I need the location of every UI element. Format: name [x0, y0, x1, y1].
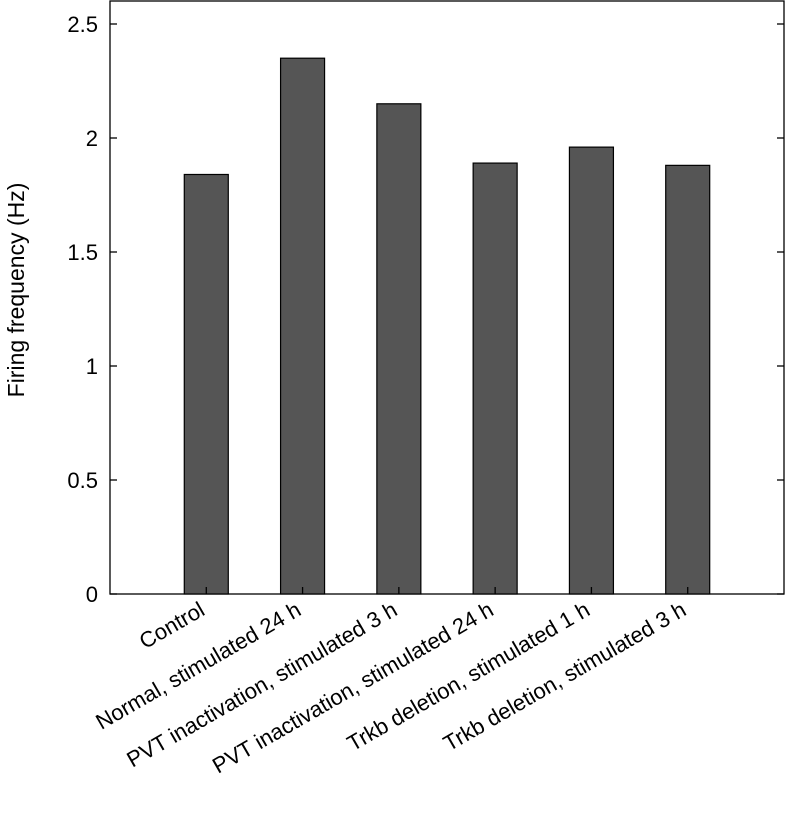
y-tick-label: 0 [86, 582, 98, 607]
plot-area-border [109, 0, 785, 595]
bar [665, 164, 711, 595]
bar [376, 103, 422, 595]
y-axis-ticks: 0 0.5 1 1.5 2 2.5 [67, 12, 784, 607]
bar [183, 173, 229, 595]
y-tick-label: 2 [86, 126, 98, 151]
y-axis-title: Firing frequency (Hz) [3, 183, 29, 398]
bars-group [183, 57, 711, 595]
y-tick-label: 2.5 [67, 12, 98, 37]
plot-frame [109, 0, 785, 595]
y-tick-label: 1 [86, 354, 98, 379]
bar [279, 57, 326, 595]
bar [568, 146, 615, 595]
x-tick-label: Control [135, 597, 209, 654]
y-tick-label: 1.5 [67, 240, 98, 265]
bar [472, 162, 518, 595]
y-tick-label: 0.5 [67, 468, 98, 493]
